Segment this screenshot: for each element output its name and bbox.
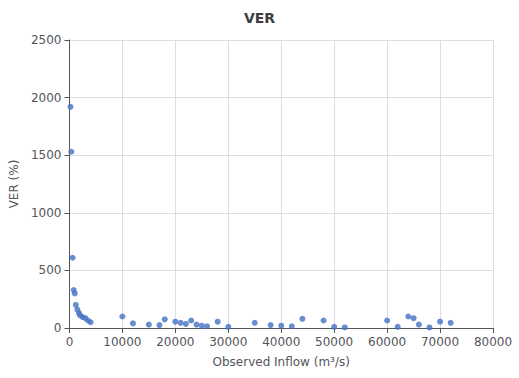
- svg-text:30000: 30000: [209, 335, 247, 349]
- svg-text:VER (%): VER (%): [7, 160, 21, 209]
- svg-text:20000: 20000: [156, 335, 194, 349]
- svg-text:2500: 2500: [31, 33, 62, 47]
- svg-text:0: 0: [66, 335, 74, 349]
- svg-text:60000: 60000: [368, 335, 406, 349]
- svg-text:50000: 50000: [315, 335, 353, 349]
- svg-text:70000: 70000: [421, 335, 459, 349]
- svg-text:VER: VER: [244, 10, 275, 26]
- svg-text:80000: 80000: [474, 335, 512, 349]
- svg-text:2000: 2000: [31, 91, 62, 105]
- svg-text:1500: 1500: [31, 148, 62, 162]
- svg-text:10000: 10000: [103, 335, 141, 349]
- svg-text:0: 0: [54, 321, 62, 335]
- svg-text:1000: 1000: [31, 206, 62, 220]
- svg-text:40000: 40000: [262, 335, 300, 349]
- svg-text:500: 500: [39, 263, 62, 277]
- svg-text:Observed Inflow (m³/s): Observed Inflow (m³/s): [213, 355, 350, 369]
